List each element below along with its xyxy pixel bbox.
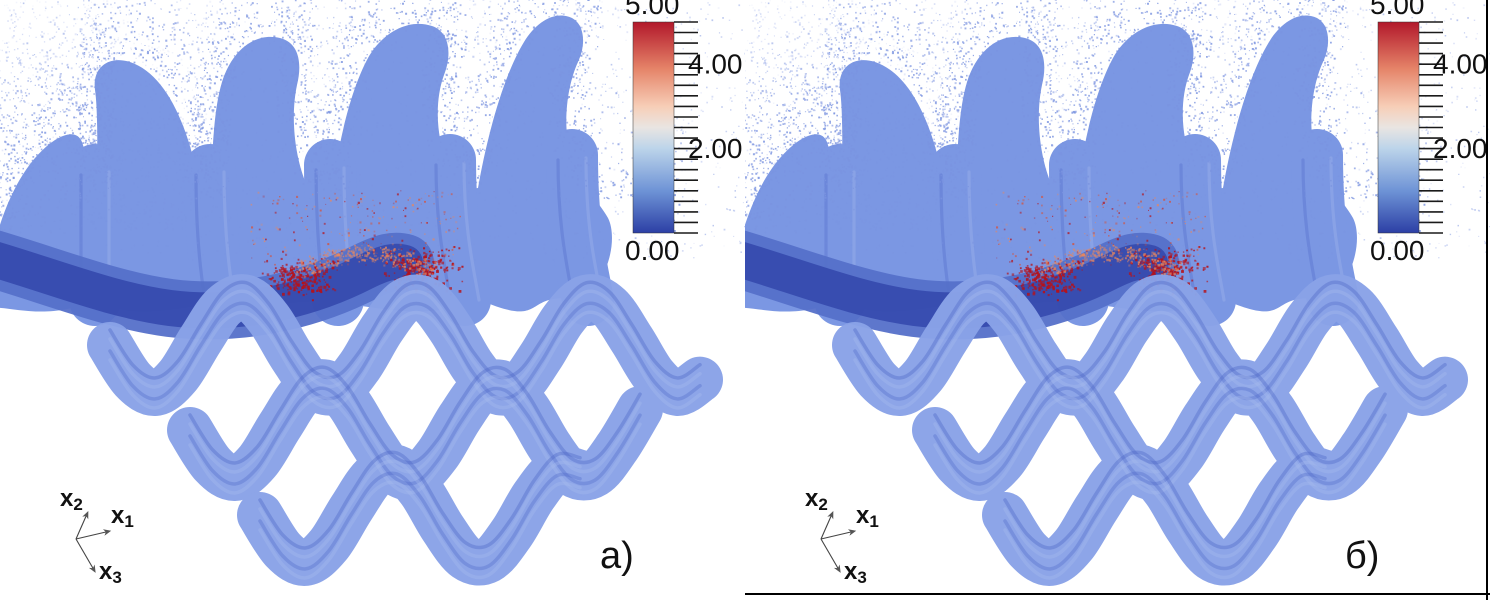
svg-text:б): б) (1345, 535, 1379, 577)
svg-text:a): a) (600, 535, 634, 577)
